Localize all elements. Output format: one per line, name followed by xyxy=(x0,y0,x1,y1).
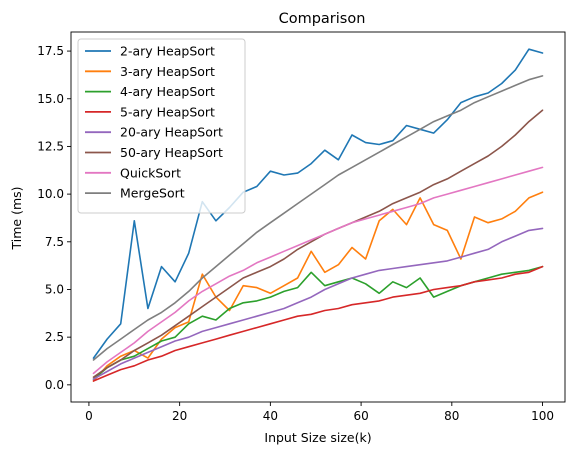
y-tick-label: 12.5 xyxy=(37,139,64,153)
x-tick-label: 20 xyxy=(172,409,187,423)
x-tick-label: 100 xyxy=(531,409,554,423)
y-tick-label: 7.5 xyxy=(45,235,64,249)
y-tick-label: 10.0 xyxy=(37,187,64,201)
y-axis-label: Time (ms) xyxy=(9,186,24,250)
x-tick-label: 60 xyxy=(353,409,368,423)
legend-label-2: 4-ary HeapSort xyxy=(120,84,215,99)
plot-frame xyxy=(70,31,566,403)
legend-label-6: QuickSort xyxy=(120,165,181,180)
axis-ticks: 0 20 40 60 80 100 0.0 2.5 5.0 7.5 10.0 12.5 15.0 17.5 xyxy=(37,44,554,423)
legend-label-3: 5-ary HeapSort xyxy=(120,104,215,119)
series-line-7 xyxy=(92,75,544,361)
series-line-5 xyxy=(92,109,544,379)
series-line-1 xyxy=(92,191,544,382)
y-tick-label: 17.5 xyxy=(37,44,64,58)
series-line-0 xyxy=(92,48,544,359)
series-line-6 xyxy=(92,166,544,375)
legend-label-7: MergeSort xyxy=(120,186,185,201)
series-line-4 xyxy=(92,227,544,380)
x-tick-label: 80 xyxy=(444,409,459,423)
legend-box xyxy=(77,38,246,214)
legend-label-4: 20-ary HeapSort xyxy=(120,125,223,140)
y-tick-label: 0.0 xyxy=(45,378,64,392)
x-axis-label: Input Size size(k) xyxy=(264,430,371,445)
x-tick-label: 0 xyxy=(85,409,93,423)
legend-label-5: 50-ary HeapSort xyxy=(120,145,223,160)
y-tick-label: 15.0 xyxy=(37,92,64,106)
x-tick-label: 40 xyxy=(263,409,278,423)
series-line-3 xyxy=(92,265,544,382)
y-tick-label: 5.0 xyxy=(45,282,64,296)
plot-area xyxy=(92,48,544,382)
legend-label-0: 2-ary HeapSort xyxy=(120,44,215,59)
legend: 2-ary HeapSort 3-ary HeapSort 4-ary HeapSo… xyxy=(77,38,246,214)
y-tick-label: 2.5 xyxy=(45,330,64,344)
chart-title: Comparison xyxy=(279,11,366,27)
legend-label-1: 3-ary HeapSort xyxy=(120,64,215,79)
